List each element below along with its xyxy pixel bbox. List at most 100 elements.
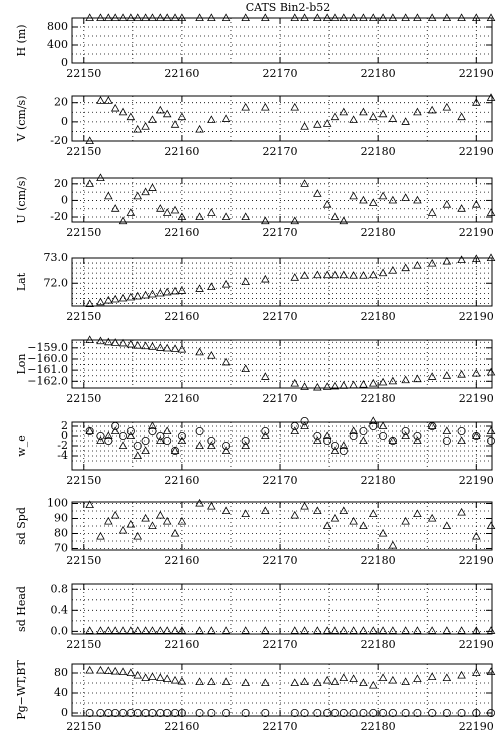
- triangle-marker: [162, 674, 172, 682]
- circle-marker: [300, 416, 309, 425]
- circle-marker: [156, 431, 165, 440]
- circle-marker: [359, 709, 368, 718]
- triangle-marker: [349, 271, 358, 279]
- triangle-marker: [221, 212, 231, 221]
- circle-marker: [323, 709, 332, 718]
- triangle-marker: [322, 431, 332, 439]
- triangle-marker: [313, 270, 322, 279]
- triangle-marker: [413, 436, 422, 444]
- circle-marker: [330, 441, 339, 450]
- triangle-marker: [486, 93, 496, 101]
- x-tick-label: 22150: [66, 392, 101, 405]
- triangle-marker: [378, 191, 388, 200]
- triangle-marker: [96, 297, 105, 306]
- triangle-marker: [148, 13, 157, 21]
- triangle-marker: [330, 13, 340, 21]
- triangle-marker: [141, 513, 150, 522]
- triangle-marker: [118, 441, 128, 449]
- triangle-marker: [170, 205, 180, 214]
- triangle-marker: [339, 441, 349, 449]
- y-tick-label: -2: [57, 439, 68, 452]
- triangle-marker: [401, 375, 410, 384]
- triangle-marker: [313, 678, 322, 686]
- triangle-marker: [339, 107, 349, 116]
- triangle-marker: [133, 191, 143, 200]
- triangle-marker: [486, 208, 496, 216]
- x-tick-label: 22180: [361, 474, 396, 487]
- circle-marker: [177, 709, 186, 718]
- triangle-marker: [126, 292, 136, 301]
- triangle-marker: [156, 626, 165, 634]
- circle-marker: [457, 709, 466, 718]
- triangle-marker: [110, 338, 120, 346]
- triangle-marker: [388, 626, 398, 634]
- triangle-marker: [427, 208, 437, 216]
- circle-marker: [359, 426, 368, 435]
- triangle-marker: [427, 372, 437, 380]
- triangle-marker: [368, 270, 378, 279]
- x-tick-label: 22190: [459, 720, 494, 733]
- triangle-marker: [85, 335, 94, 343]
- triangle-marker: [195, 626, 204, 634]
- triangle-marker: [457, 507, 466, 516]
- x-tick-label: 22160: [164, 226, 199, 239]
- triangle-marker: [118, 525, 128, 534]
- triangle-marker: [177, 436, 187, 444]
- x-tick-label: 22160: [164, 310, 199, 323]
- triangle-marker: [162, 626, 172, 634]
- circle-marker: [388, 436, 397, 445]
- y-tick-label: −162.0: [27, 374, 68, 387]
- triangle-marker: [330, 677, 340, 685]
- y-axis-label: w_e: [15, 435, 28, 456]
- triangle-marker: [141, 187, 150, 196]
- circle-marker: [457, 426, 466, 435]
- triangle-marker: [170, 675, 180, 684]
- triangle-marker: [118, 216, 128, 225]
- triangle-marker: [261, 506, 270, 514]
- x-tick-label: 22160: [164, 638, 199, 651]
- triangle-marker: [133, 531, 143, 540]
- triangle-marker: [85, 665, 94, 674]
- triangle-marker: [290, 273, 300, 281]
- triangle-marker: [472, 368, 481, 377]
- triangle-marker: [177, 212, 187, 221]
- triangle-marker: [427, 105, 437, 114]
- triangle-marker: [118, 338, 128, 347]
- triangle-marker: [148, 289, 157, 298]
- circle-marker: [349, 431, 358, 440]
- triangle-marker: [442, 371, 452, 379]
- triangle-marker: [290, 678, 300, 686]
- circle-marker: [369, 421, 378, 430]
- triangle-marker: [339, 216, 349, 225]
- y-tick-label: 400: [47, 38, 68, 51]
- circle-marker: [141, 436, 150, 445]
- circle-marker: [487, 436, 496, 445]
- triangle-marker: [322, 626, 332, 634]
- circle-marker: [133, 441, 142, 450]
- triangle-marker: [141, 290, 150, 299]
- triangle-marker: [401, 263, 410, 272]
- circle-marker: [379, 431, 388, 440]
- triangle-marker: [427, 258, 437, 267]
- triangle-marker: [126, 626, 136, 634]
- triangle-marker: [472, 254, 481, 263]
- triangle-marker: [162, 208, 172, 216]
- triangle-marker: [457, 436, 466, 444]
- triangle-marker: [388, 376, 398, 385]
- y-tick-label: 0.0: [51, 624, 69, 637]
- x-tick-label: 22190: [459, 67, 494, 80]
- triangle-marker: [388, 195, 398, 204]
- triangle-marker: [290, 510, 300, 519]
- x-tick-label: 22170: [263, 474, 298, 487]
- triangle-marker: [368, 112, 378, 121]
- triangle-marker: [221, 506, 231, 514]
- triangle-marker: [207, 115, 216, 123]
- triangle-marker: [322, 119, 332, 127]
- triangle-marker: [330, 626, 340, 634]
- triangle-marker: [300, 421, 309, 429]
- triangle-marker: [207, 282, 216, 291]
- triangle-marker: [110, 666, 120, 675]
- triangle-marker: [457, 13, 466, 21]
- x-tick-label: 22180: [361, 638, 396, 651]
- triangle-marker: [221, 357, 231, 366]
